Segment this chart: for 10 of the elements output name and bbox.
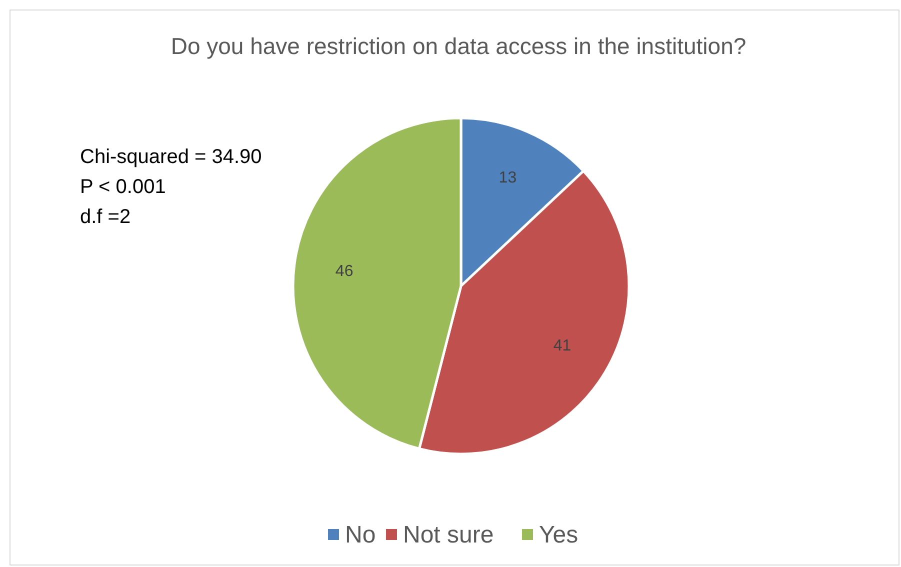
data-label: 41 [553,337,572,354]
data-label: 46 [335,262,354,280]
legend-label: Yes [539,522,578,548]
text: Chi-squared = 34.90 [80,146,262,168]
data-label: 13 [498,170,517,187]
legend-label: Not sure [403,522,494,548]
chart-title: Do you have restriction on data access in the institution? [170,33,746,59]
legend-label: No [345,522,376,548]
text: d.f =2 [80,206,131,228]
text: P < 0.001 [80,176,166,198]
